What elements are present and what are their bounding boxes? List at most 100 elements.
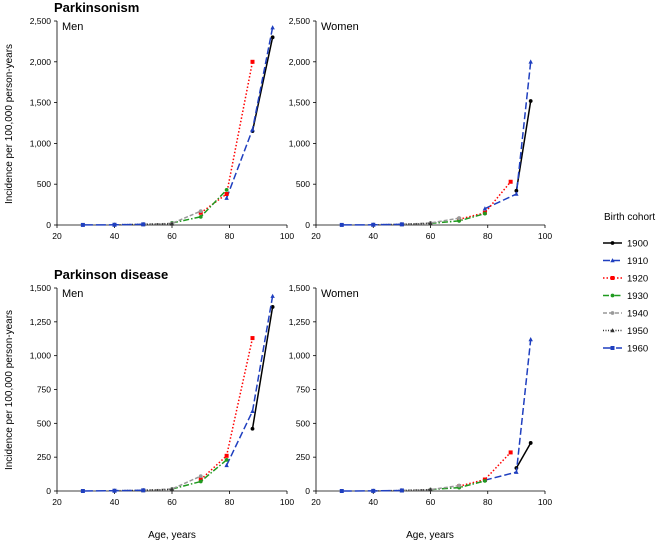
data-point (528, 337, 533, 342)
data-point (399, 222, 404, 227)
y-axis-label-top: Incidence per 100,000 person-years (4, 44, 15, 204)
y-axis-label-bottom: Incidence per 100,000 person-years (4, 310, 15, 470)
y-tick-label: 1,000 (289, 138, 311, 148)
data-point (528, 441, 533, 445)
y-tick-label: 250 (296, 452, 310, 462)
y-tick-label: 1,250 (289, 317, 311, 327)
legend-item-1920: 1920 (603, 274, 648, 285)
data-point (270, 25, 275, 30)
series-1920 (198, 336, 255, 482)
x-tick-label: 40 (110, 497, 120, 507)
panel-parkinsonism-women: 0 500 1,000 1,500 2,000 2,500 20 40 60 80 100 Women (289, 16, 553, 241)
data-point (371, 222, 376, 227)
x-tick-label: 20 (311, 231, 321, 241)
series-line-1950 (114, 488, 173, 492)
series-line-1900 (515, 442, 532, 469)
legend-marker (610, 346, 615, 350)
series-1910 (224, 293, 275, 468)
data-point (224, 188, 229, 192)
series-1900 (250, 305, 275, 431)
legend-label: 1910 (627, 256, 648, 267)
y-tick-label: 2,000 (289, 57, 311, 67)
series-line-1910 (225, 295, 274, 466)
x-tick-label: 40 (369, 231, 379, 241)
y-tick-label: 500 (296, 179, 310, 189)
x-tick-label: 60 (426, 497, 436, 507)
legend-label: 1930 (627, 291, 648, 302)
legend-label: 1920 (627, 274, 648, 285)
data-point (339, 222, 344, 227)
panel-parkinsonism-men: 0 500 1,000 1,500 2,000 2,500 20 40 60 80 100 Parki… (30, 0, 295, 241)
x-tick-label: 20 (311, 497, 321, 507)
legend-item-1960: 1960 (603, 344, 648, 355)
data-point (482, 478, 487, 483)
data-point (141, 222, 146, 227)
legend-marker (610, 293, 615, 298)
x-tick-label: 60 (426, 231, 436, 241)
legend-label: 1960 (627, 344, 648, 355)
data-point (250, 127, 255, 132)
y-tick-label: 1,250 (30, 317, 52, 327)
x-tick-label: 20 (52, 231, 62, 241)
data-point (339, 489, 344, 493)
series-line-1900 (251, 306, 274, 429)
legend-marker (610, 258, 615, 263)
x-tick-label: 100 (280, 231, 294, 241)
series-1910 (482, 59, 533, 211)
data-point (514, 469, 519, 474)
data-point (514, 191, 519, 196)
y-tick-label: 1,500 (289, 283, 311, 293)
series-line-1950 (114, 223, 173, 226)
data-point (169, 221, 175, 226)
data-point (169, 486, 175, 492)
data-point (508, 179, 513, 184)
data-point (224, 457, 229, 462)
y-tick-label: 0 (46, 220, 51, 230)
y-tick-label: 1,500 (30, 283, 52, 293)
data-point (428, 220, 433, 226)
legend-item-1950: 1950 (603, 326, 648, 337)
legend-label: 1940 (627, 309, 648, 320)
legend-marker (610, 241, 615, 245)
legend-item-1910: 1910 (603, 256, 648, 267)
legend-item-1940: 1940 (603, 309, 648, 320)
x-tick-label: 100 (280, 497, 294, 507)
legend-label: 1950 (627, 326, 648, 337)
series-line-1910 (484, 61, 532, 210)
data-point (250, 426, 255, 431)
panel-parkinson-disease-women: 0 250 500 750 1,000 1,250 1,500 20 40 60 80 100 Wome… (289, 283, 553, 507)
legend-label: 1900 (627, 239, 648, 250)
x-tick-label: 40 (110, 231, 120, 241)
data-point (112, 488, 117, 493)
data-point (250, 59, 255, 64)
data-point (224, 195, 229, 200)
y-tick-label: 500 (296, 418, 310, 428)
data-point (141, 488, 146, 493)
x-tick-label: 40 (369, 497, 379, 507)
data-point (508, 450, 513, 455)
data-point (80, 222, 85, 227)
y-tick-label: 0 (305, 220, 310, 230)
data-point (198, 209, 203, 214)
data-point (528, 59, 533, 64)
panel-title: Parkinson disease (54, 267, 168, 282)
data-point (250, 336, 255, 341)
y-tick-label: 1,000 (30, 351, 52, 361)
x-tick-label: 100 (538, 231, 552, 241)
panel-sex-label: Women (321, 21, 359, 33)
x-tick-label: 80 (483, 231, 493, 241)
series-line-1900 (251, 37, 274, 132)
data-point (528, 99, 533, 103)
legend-item-1900: 1900 (603, 239, 648, 250)
series-1960 (339, 222, 404, 227)
data-point (457, 216, 462, 220)
data-point (198, 214, 203, 219)
series-line-1950 (373, 488, 431, 492)
x-tick-label: 60 (167, 497, 177, 507)
series-1930 (170, 188, 229, 225)
data-point (224, 191, 229, 196)
panel-parkinson-disease-men: 0 250 500 750 1,000 1,250 1,500 20 40 60 80 100 Park… (30, 267, 295, 507)
data-point (482, 211, 487, 216)
y-tick-label: 0 (46, 486, 51, 496)
